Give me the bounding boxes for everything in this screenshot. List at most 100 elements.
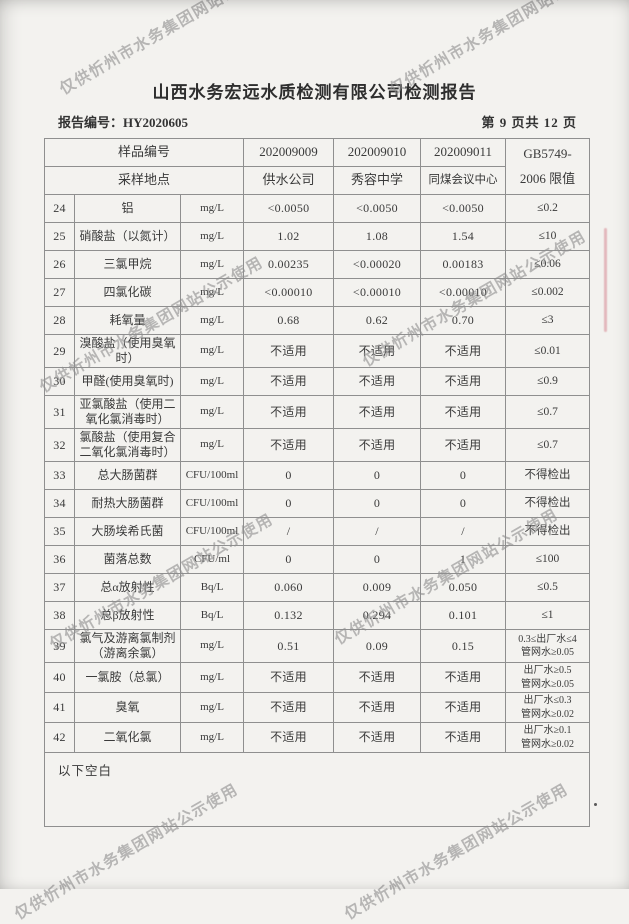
table-row: 39 氯气及游离氯制剂（游离余氯） mg/L 0.51 0.09 0.15 0.3≤出厂水≤… (44, 629, 591, 663)
unit-cell: CFU/100ml (179, 517, 245, 546)
value-cell: 0 (333, 545, 422, 574)
limit-cell: ≤0.5 (505, 573, 591, 602)
value-cell: 0.09 (333, 629, 422, 663)
item-name-cell: 二氧化氯 (74, 722, 181, 753)
unit-cell: mg/L (179, 194, 245, 223)
value-cell: 0.51 (243, 629, 335, 663)
value-cell: 不适用 (333, 692, 422, 723)
value-cell: 0.050 (420, 573, 507, 602)
unit-cell: Bq/L (179, 573, 245, 602)
value-cell: 0.00235 (243, 250, 335, 279)
value-cell: 0 (333, 461, 422, 490)
value-cell: 不适用 (420, 662, 507, 693)
limit-cell: 不得检出 (505, 461, 591, 490)
results-table: 样品编号 202009009 202009010 202009011 GB574… (43, 138, 591, 827)
sampling-location-label: 采样地点 (43, 166, 245, 195)
value-cell: 不适用 (243, 662, 335, 693)
limit-cell: ≤0.7 (505, 395, 591, 429)
table-row: 30 甲醛(使用臭氧时) mg/L 不适用 不适用 不适用 ≤0.9 (44, 367, 591, 396)
value-cell: <0.0050 (420, 194, 507, 223)
page-indicator: 第 9 页共 12 页 (481, 115, 577, 130)
limit-cell: 0.3≤出厂水≤4 管网水≥0.05 (505, 629, 591, 663)
item-name-cell: 一氯胺（总氯） (74, 662, 181, 693)
item-name-cell: 氯酸盐（使用复合二氧化氯消毒时） (74, 428, 181, 462)
value-cell: / (333, 517, 422, 546)
value-cell: 0.00183 (420, 250, 507, 279)
row-number-cell: 40 (44, 662, 75, 693)
table-row: 36 菌落总数 CFU/ml 0 0 1 ≤100 (44, 545, 591, 574)
sampling-location-cell: 秀容中学 (333, 166, 422, 195)
limit-cell: ≤1 (505, 601, 591, 630)
scan-dot (594, 803, 597, 806)
table-row: 42 二氧化氯 mg/L 不适用 不适用 不适用 出厂水≥0.1 管网水≥0.02 (44, 722, 591, 753)
item-name-cell: 耗氧量 (74, 306, 181, 335)
row-number-cell: 32 (44, 428, 75, 462)
row-number-cell: 41 (44, 692, 75, 723)
value-cell: 0.101 (420, 601, 507, 630)
unit-cell: mg/L (179, 367, 245, 396)
sample-number-cell: 202009009 (243, 138, 335, 167)
table-row: 32 氯酸盐（使用复合二氧化氯消毒时） mg/L 不适用 不适用 不适用 ≤0.7 (44, 428, 591, 462)
limit-header-line2: 2006 限值 (519, 171, 576, 186)
table-row: 38 总β放射性 Bq/L 0.132 0.294 0.101 ≤1 (44, 601, 591, 630)
value-cell: 不适用 (420, 692, 507, 723)
limit-cell: ≤0.002 (505, 278, 591, 307)
value-cell: 不适用 (243, 428, 335, 462)
value-cell: 1.54 (420, 222, 507, 251)
limit-cell: 出厂水≥0.5 管网水≥0.05 (505, 662, 591, 693)
table-row: 28 耗氧量 mg/L 0.68 0.62 0.70 ≤3 (44, 306, 591, 335)
scanned-report-page: { "colors": {"ink": "#3b3b3b", "border":… (12, 0, 617, 924)
value-cell: 不适用 (420, 367, 507, 396)
value-cell: 1.02 (243, 222, 335, 251)
item-name-cell: 甲醛(使用臭氧时) (74, 367, 181, 396)
row-number-cell: 42 (44, 722, 75, 753)
blank-note: 以下空白 (43, 752, 591, 827)
sample-number-cell: 202009010 (333, 138, 422, 167)
sample-number-row: 样品编号 202009009 202009010 202009011 GB574… (43, 138, 591, 195)
value-cell: 1 (420, 545, 507, 574)
item-name-cell: 硝酸盐（以氮计） (74, 222, 181, 251)
row-number-cell: 26 (44, 250, 75, 279)
limit-cell: ≤0.9 (505, 367, 591, 396)
sampling-location-cell: 供水公司 (243, 166, 335, 195)
value-cell: 不适用 (243, 692, 335, 723)
unit-cell: mg/L (179, 722, 245, 753)
value-cell: <0.00020 (333, 250, 422, 279)
value-cell: <0.00010 (420, 278, 507, 307)
item-name-cell: 氯气及游离氯制剂（游离余氯） (74, 629, 181, 663)
limit-cell: ≤0.06 (505, 250, 591, 279)
item-name-cell: 总大肠菌群 (74, 461, 181, 490)
item-name-cell: 耐热大肠菌群 (74, 489, 181, 518)
value-cell: 不适用 (333, 428, 422, 462)
sample-number-label: 样品编号 (43, 138, 245, 167)
table-row: 34 耐热大肠菌群 CFU/100ml 0 0 0 不得检出 (44, 489, 591, 518)
value-cell: 不适用 (243, 367, 335, 396)
row-number-cell: 27 (44, 278, 75, 307)
item-name-cell: 四氯化碳 (74, 278, 181, 307)
table-row: 27 四氯化碳 mg/L <0.00010 <0.00010 <0.00010 ≤0.002 (44, 278, 591, 307)
sampling-location-cell: 同煤会议中心 (420, 166, 507, 195)
value-cell: / (243, 517, 335, 546)
item-name-cell: 菌落总数 (74, 545, 181, 574)
item-name-cell: 铝 (74, 194, 181, 223)
limit-cell: ≤100 (505, 545, 591, 574)
table-footer: 以下空白 (43, 752, 591, 827)
value-cell: 不适用 (333, 722, 422, 753)
limit-cell: ≤3 (505, 306, 591, 335)
table-row: 33 总大肠菌群 CFU/100ml 0 0 0 不得检出 (44, 461, 591, 490)
row-number-cell: 37 (44, 573, 75, 602)
value-cell: 不适用 (333, 367, 422, 396)
item-name-cell: 总α放射性 (74, 573, 181, 602)
scan-red-mark (604, 228, 607, 332)
sampling-location-row: 采样地点 供水公司 秀容中学 同煤会议中心 (43, 166, 590, 195)
unit-cell: mg/L (179, 306, 245, 335)
row-number-cell: 35 (44, 517, 75, 546)
value-cell: 不适用 (333, 395, 422, 429)
table-row: 35 大肠埃希氏菌 CFU/100ml / / / 不得检出 (44, 517, 591, 546)
limit-cell: ≤0.01 (505, 334, 591, 368)
limit-header-line1: GB5749- (523, 145, 572, 161)
value-cell: 0.62 (333, 306, 422, 335)
item-name-cell: 三氯甲烷 (74, 250, 181, 279)
value-cell: <0.00010 (333, 278, 422, 307)
row-number-cell: 29 (44, 334, 75, 368)
